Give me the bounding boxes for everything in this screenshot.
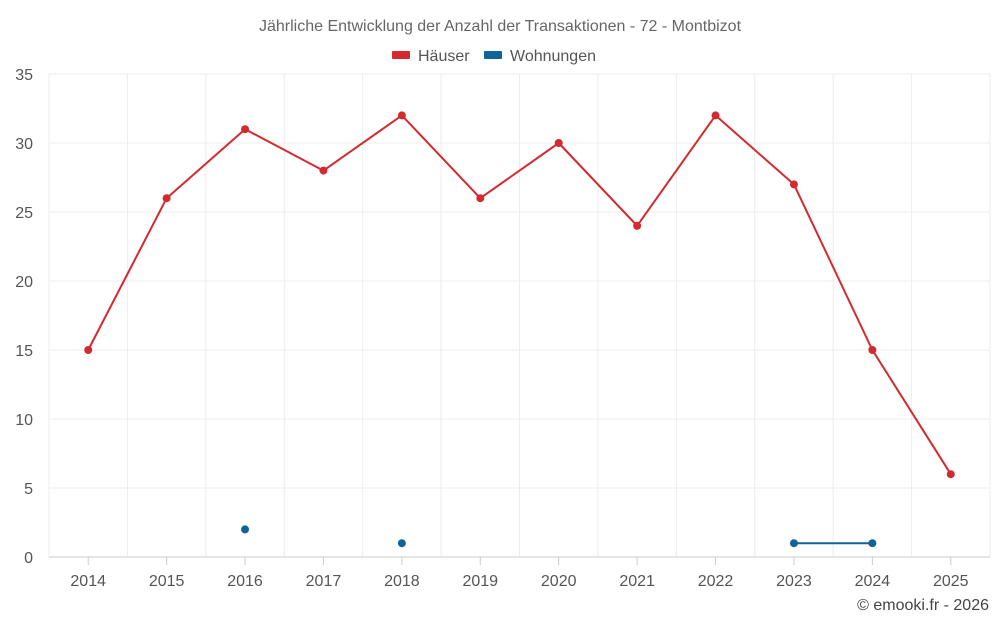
chart-title: Jährliche Entwicklung der Anzahl der Tra…: [259, 18, 742, 35]
data-point-haeuser[interactable]: [868, 346, 877, 354]
data-point-haeuser[interactable]: [554, 139, 563, 147]
data-point-haeuser[interactable]: [162, 194, 171, 203]
data-point-wohnungen[interactable]: [868, 539, 877, 548]
y-tick-label: 30: [15, 136, 33, 153]
y-tick-label: 10: [15, 412, 33, 429]
x-tick-label: 2023: [776, 573, 812, 590]
x-tick-label: 2017: [306, 573, 342, 590]
y-tick-label: 20: [15, 274, 33, 291]
x-tick-label: 2022: [698, 573, 734, 590]
x-tick-label: 2025: [933, 573, 969, 590]
x-tick-label: 2024: [855, 573, 891, 590]
legend-label-wohnungen: Wohnungen: [510, 48, 596, 65]
data-point-haeuser[interactable]: [397, 111, 406, 120]
x-tick-label: 2016: [227, 573, 263, 590]
legend-label-haeuser: Häuser: [418, 48, 470, 65]
y-tick-label: 0: [24, 550, 33, 567]
y-tick-label: 5: [24, 481, 33, 498]
x-tick-label: 2020: [541, 573, 577, 590]
data-point-haeuser[interactable]: [476, 194, 485, 203]
data-point-haeuser[interactable]: [84, 346, 93, 354]
legend-swatch-haeuser: [392, 51, 410, 59]
x-tick-label: 2014: [70, 573, 106, 590]
y-tick-label: 35: [15, 67, 33, 84]
data-point-haeuser[interactable]: [946, 470, 955, 479]
y-tick-label: 15: [15, 343, 33, 360]
legend-swatch-wohnungen: [484, 51, 502, 59]
data-point-wohnungen[interactable]: [397, 539, 406, 548]
data-point-haeuser[interactable]: [319, 166, 328, 175]
x-tick-label: 2019: [462, 573, 498, 590]
legend-item-wohnungen[interactable]: Wohnungen: [484, 48, 596, 65]
x-tick-label: 2021: [619, 573, 655, 590]
x-tick-label: 2018: [384, 573, 420, 590]
data-point-haeuser[interactable]: [711, 111, 720, 120]
series-line-haeuser: [87, 114, 952, 475]
series-wohnungen: [241, 525, 877, 548]
series-haeuser: [84, 111, 955, 479]
y-tick-label: 25: [15, 205, 33, 222]
chart-credit: © emooki.fr - 2026: [857, 597, 989, 614]
legend-item-haeuser[interactable]: Häuser: [392, 48, 470, 65]
data-point-haeuser[interactable]: [633, 221, 642, 230]
series: [84, 111, 955, 548]
data-point-haeuser[interactable]: [241, 125, 250, 134]
grid: [48, 73, 991, 557]
data-point-wohnungen[interactable]: [241, 525, 250, 534]
legend: Häuser Wohnungen: [392, 48, 596, 65]
data-point-haeuser[interactable]: [789, 180, 798, 189]
data-point-wohnungen[interactable]: [789, 539, 798, 548]
x-tick-label: 2015: [149, 573, 185, 590]
